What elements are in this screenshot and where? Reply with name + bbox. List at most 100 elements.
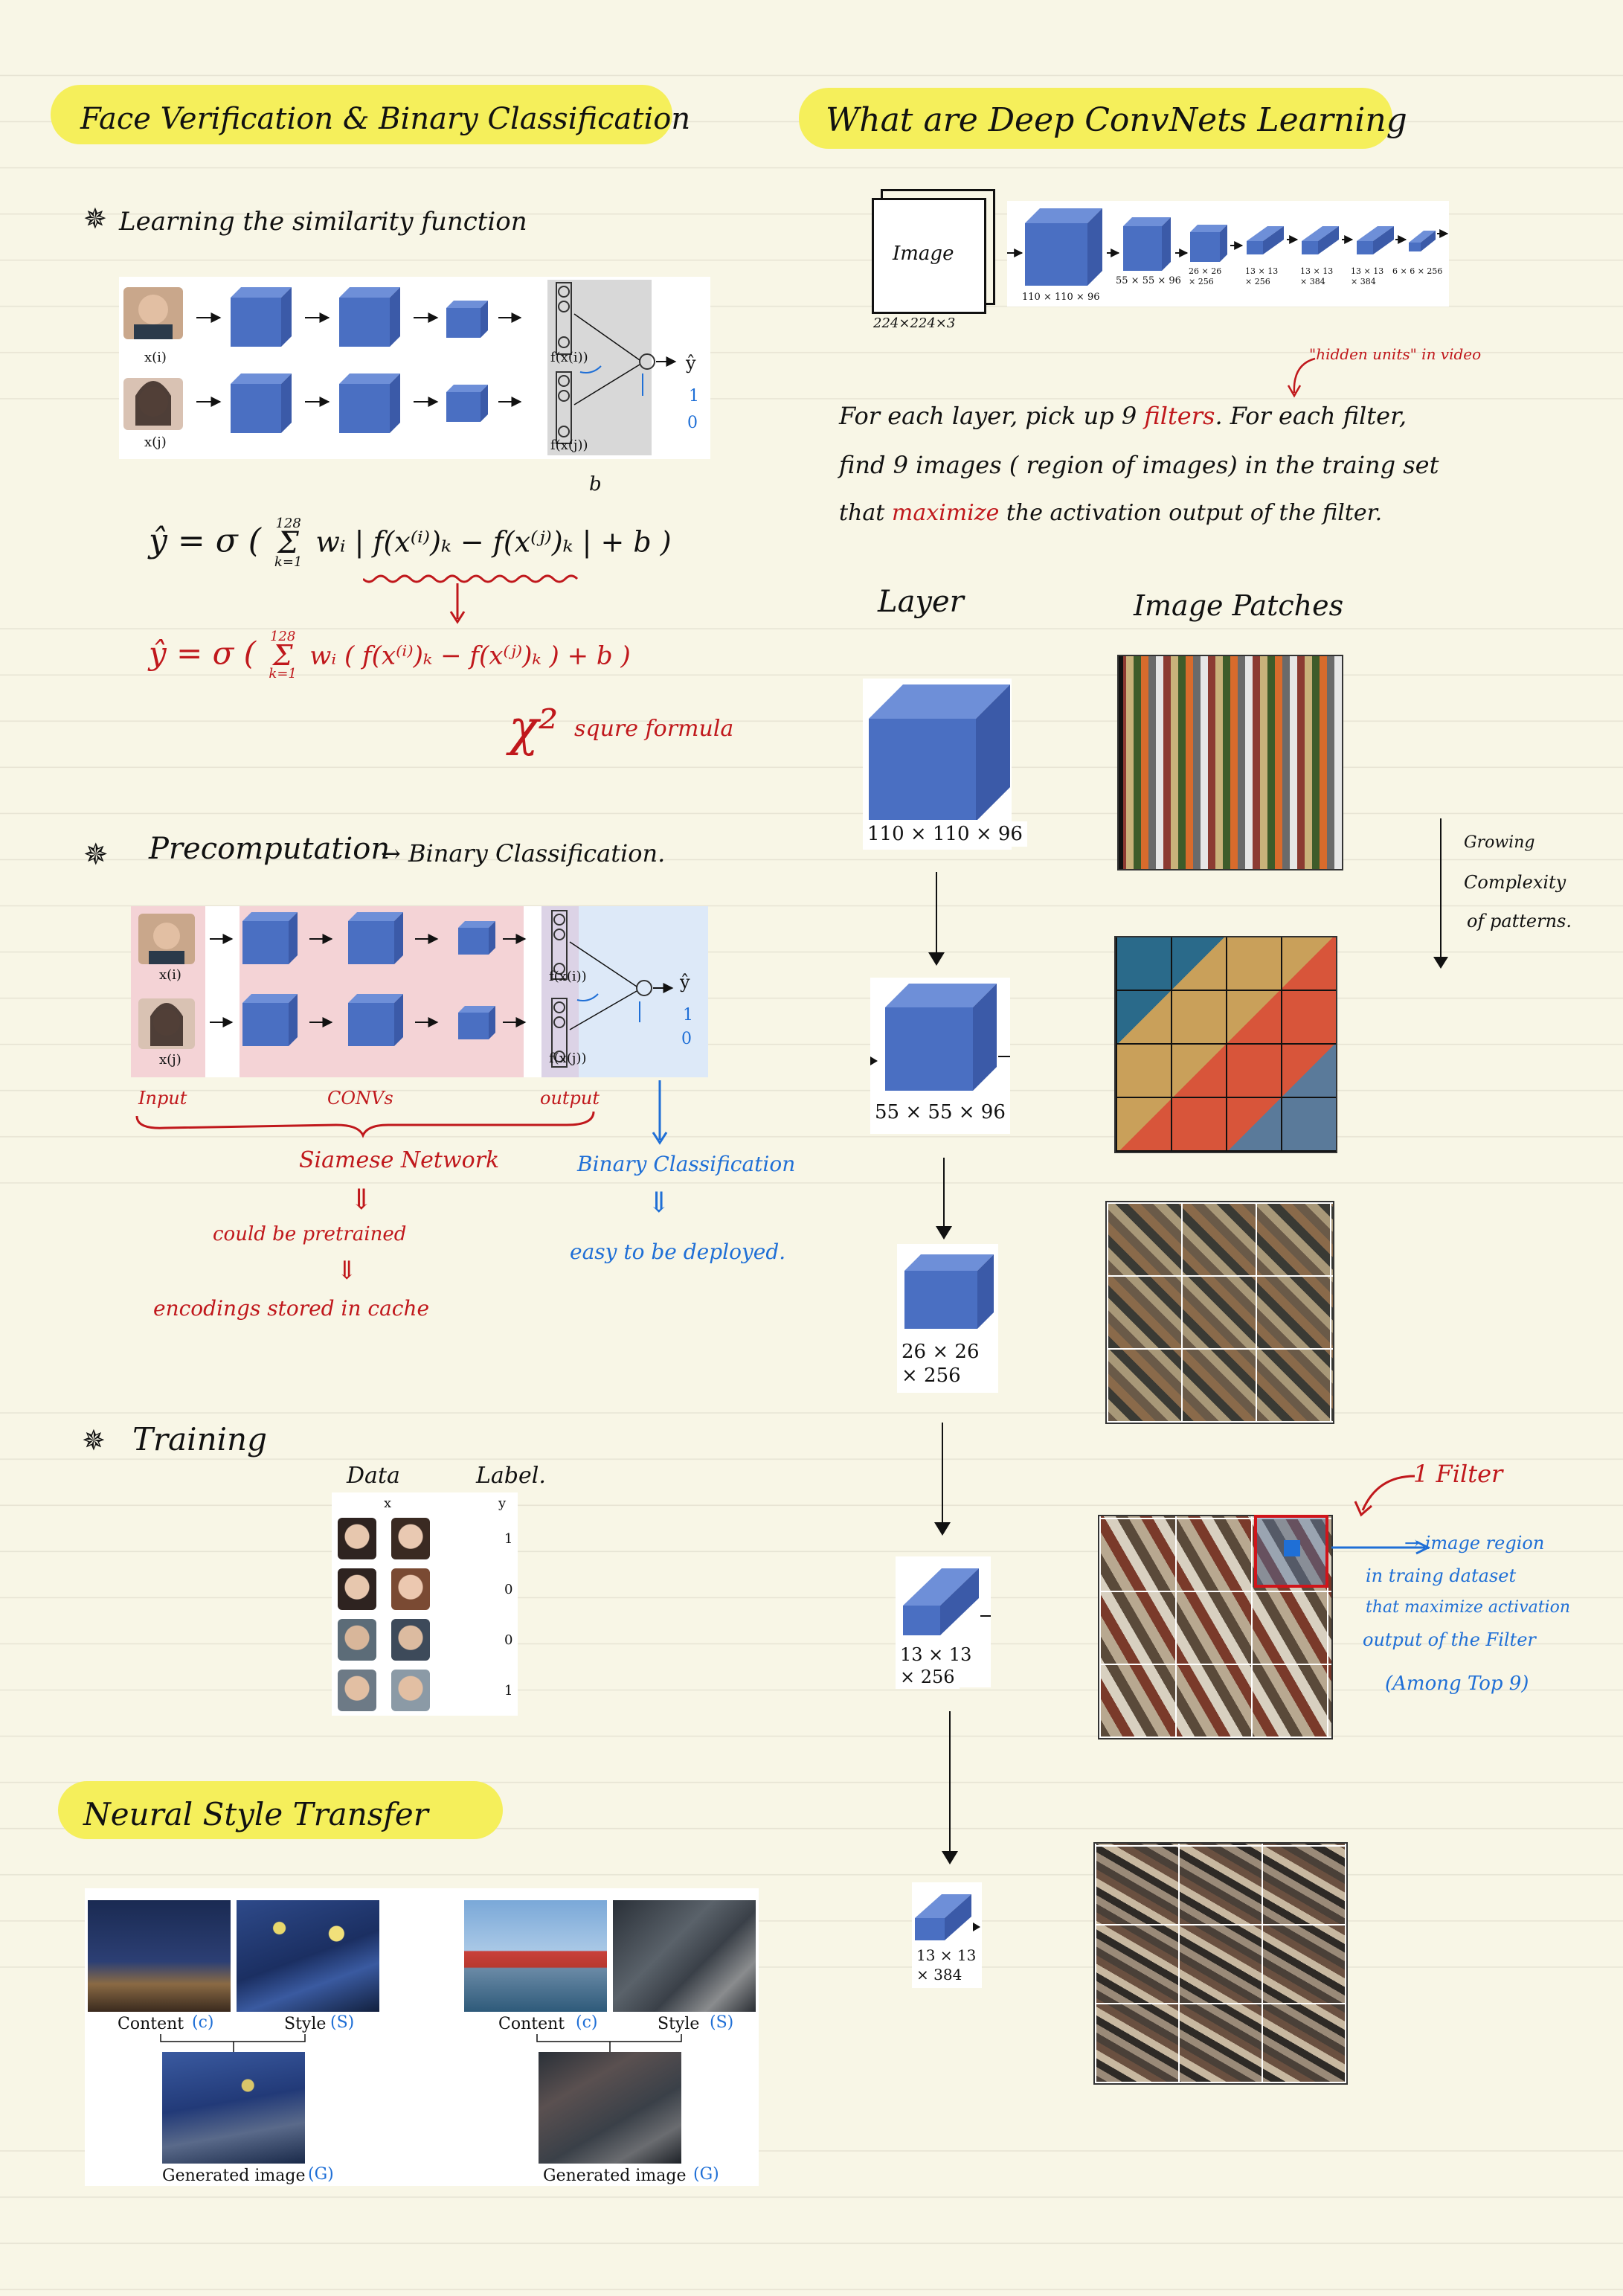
pc-label-yhat: ŷ	[680, 972, 690, 993]
arch-d5b: × 384	[1300, 277, 1325, 286]
label-one: 1	[689, 387, 699, 405]
layer-cube-5-svg	[915, 1894, 980, 1940]
formula1-underline	[363, 574, 579, 583]
hidden-units-arrow	[1287, 357, 1316, 398]
arch-strip-svg	[1007, 208, 1449, 286]
table-label-value: 1	[504, 1531, 513, 1547]
f2-yhat: ŷ	[149, 635, 167, 672]
precomp-heading: Precomputation	[149, 832, 391, 866]
layer-2-dim: 55 × 55 × 96	[870, 1100, 1010, 1125]
layer-cube-2: 55 × 55 × 96	[870, 978, 1010, 1134]
para-line-2: find 9 images ( region of images) in the…	[839, 451, 1439, 479]
content-c: (c)	[192, 2013, 214, 2032]
style-label-2: Style	[658, 2015, 700, 2033]
layer-1-dim: 110 × 110 × 96	[863, 821, 1027, 847]
layer-cube-5: 13 × 13 × 384	[912, 1882, 982, 1988]
generated-photo-2	[539, 2052, 681, 2164]
precomp-diagram-svg	[131, 906, 708, 1077]
table-label-value: 1	[504, 1683, 513, 1699]
face-thumbnail	[338, 1670, 376, 1711]
table-row: 0	[338, 1619, 516, 1664]
f1-sum: Σ	[277, 526, 299, 561]
arch-d2: 55 × 55 × 96	[1116, 275, 1181, 286]
para-filters: filters	[1144, 402, 1215, 430]
face-thumbnail	[338, 1619, 376, 1661]
table-label-value: 0	[504, 1582, 513, 1597]
label-yhat: ŷ	[686, 353, 696, 373]
style-photo-abstract	[613, 1900, 756, 2012]
double-arrow-1: ⇓	[350, 1183, 373, 1216]
layer-5-dim-a: 13 × 13	[912, 1945, 981, 1966]
table-row: 1	[338, 1670, 516, 1714]
layer-arrow-2	[943, 1158, 945, 1232]
binary-classification: Binary Classification	[577, 1152, 796, 1176]
hidden-units-note: "hidden units" in video	[1309, 345, 1482, 363]
generated-photo-1	[162, 2052, 305, 2164]
label-input: Input	[138, 1088, 187, 1109]
growing-arrowhead	[1433, 957, 1448, 969]
siamese-network: Siamese Network	[299, 1147, 500, 1173]
patch-grid-layer-2	[1114, 936, 1337, 1153]
data-header: Data	[347, 1463, 400, 1489]
para-line-1a: For each layer, pick up 9	[839, 402, 1137, 430]
arch-d4a: 13 × 13	[1245, 266, 1279, 276]
generated-g-1: (G)	[308, 2165, 334, 2184]
could-be-pretrained: could be pretrained	[213, 1223, 407, 1245]
easy-to-deploy: easy to be deployed.	[570, 1240, 786, 1264]
para-line-1: For each layer, pick up 9 filters. For e…	[839, 402, 1407, 430]
layer-arrow-3	[942, 1423, 943, 1528]
siamese-brace	[135, 1111, 595, 1138]
layer-arrow-4	[949, 1711, 951, 1857]
face-thumbnail	[338, 1518, 376, 1559]
table-row: 1	[338, 1518, 516, 1562]
growing-line-1: Growing	[1464, 833, 1535, 852]
label-header: Label.	[476, 1463, 546, 1489]
star-icon-2: ✵	[83, 838, 109, 872]
one-filter-arrow	[1354, 1475, 1415, 1517]
double-arrow-2: ⇓	[647, 1186, 671, 1219]
layer-3-dim-a: 26 × 26	[897, 1339, 984, 1365]
style-photo-starry-night	[237, 1900, 379, 2012]
f1-body: wᵢ | f(x⁽ⁱ⁾)ₖ − f(x⁽ʲ⁾)ₖ | + b )	[315, 525, 672, 559]
label-xi: x(i)	[144, 350, 167, 365]
growing-line-3: of patterns.	[1467, 911, 1572, 931]
arch-image-box	[872, 198, 986, 314]
table-x: x	[384, 1495, 392, 1511]
similarity-diagram-svg	[123, 280, 677, 455]
layer-arrow-1	[936, 872, 937, 958]
region-note-1: → image region	[1404, 1533, 1545, 1553]
chi-square: χ²	[509, 699, 559, 757]
face-thumbnail	[391, 1568, 430, 1610]
section-title-nst: Neural Style Transfer	[83, 1796, 428, 1832]
down-arrow-red	[449, 583, 466, 624]
style-label: Style	[284, 2015, 327, 2033]
arch-d7: 6 × 6 × 256	[1392, 266, 1443, 276]
label-xj: x(j)	[144, 434, 167, 450]
pc-label-fxi: f(x(i))	[549, 969, 587, 984]
f2-lower: k=1	[269, 666, 297, 682]
f2-body: wᵢ ( f(x⁽ⁱ⁾)ₖ − f(x⁽ʲ⁾)ₖ ) + b )	[309, 641, 631, 671]
layer-cube-3: 26 × 26 × 256	[897, 1244, 998, 1393]
pc-label-xi: x(i)	[159, 967, 181, 983]
table-y: y	[498, 1495, 507, 1511]
arch-d1: 110 × 110 × 96	[1022, 292, 1100, 303]
formula2: ŷ = σ ( 128 Σ k=1 wᵢ ( f(x⁽ⁱ⁾)ₖ − f(x⁽ʲ⁾…	[149, 629, 631, 682]
section-title-face-verification: Face Verification & Binary Classificatio…	[80, 102, 691, 136]
face-thumbnail	[391, 1670, 430, 1711]
pc-label-xj: x(j)	[159, 1052, 181, 1068]
growing-line-2: Complexity	[1464, 872, 1566, 893]
arch-image-dim: 224×224×3	[873, 315, 956, 331]
content-photo-golden-gate	[464, 1900, 607, 2012]
arch-d6b: × 384	[1351, 277, 1376, 286]
region-note-2: in traing dataset	[1366, 1565, 1517, 1586]
layer-4-dim-b: × 256	[896, 1665, 960, 1689]
patches-header: Image Patches	[1134, 589, 1344, 622]
arch-d3b: × 256	[1189, 277, 1214, 286]
precomp-arrow: → Binary Classification.	[381, 839, 666, 868]
label-fxi: f(x(i))	[550, 350, 588, 365]
double-arrow-3: ⇓	[336, 1256, 358, 1286]
layer-cube-3-svg	[904, 1254, 994, 1329]
generated-label-1: Generated image	[162, 2167, 306, 2185]
b-mark: b	[589, 473, 602, 496]
region-arrow	[1331, 1540, 1431, 1555]
